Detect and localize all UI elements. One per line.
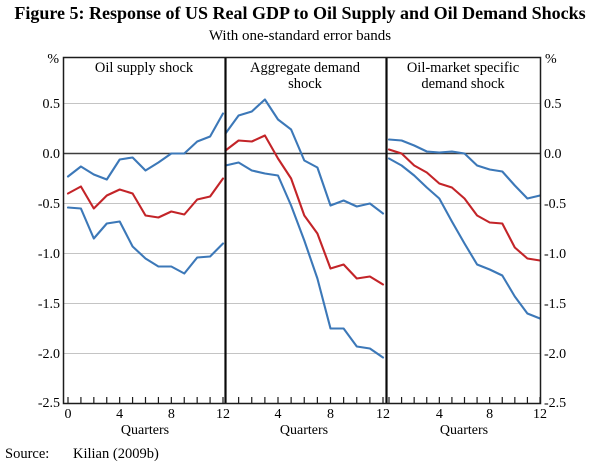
source-label: Source: <box>5 446 49 462</box>
series-irf-line <box>387 148 542 262</box>
series-error-band-line <box>224 161 385 359</box>
series-irf-line <box>224 134 385 286</box>
x-tick-label: 12 <box>533 407 547 422</box>
series-error-band-line <box>66 206 225 275</box>
x-tick-label: 12 <box>216 407 230 422</box>
y-tick-label: 0.5 <box>43 97 61 112</box>
panel-title-oil-specific-line1: Oil-market specific <box>407 60 519 76</box>
y-tick-label: -1.0 <box>38 247 60 262</box>
x-tick-label: 12 <box>376 407 390 422</box>
figure-title: Figure 5: Response of US Real GDP to Oil… <box>14 3 585 23</box>
y-tick-label: -2.0 <box>38 347 60 362</box>
x-tick-label: 4 <box>436 407 443 422</box>
x-tick-label: 8 <box>168 407 175 422</box>
plot-layer: 0 4 8 12 4 8 12 4 8 12 <box>62 56 547 422</box>
y-tick-label: -2.5 <box>544 396 566 411</box>
x-tick-label: 0 <box>65 407 72 422</box>
y-tick-label: -1.5 <box>38 297 60 312</box>
x-axis-label-panel2: Quarters <box>280 423 328 438</box>
panel-title-oil-supply: Oil supply shock <box>95 60 194 76</box>
x-tick-label: 4 <box>275 407 282 422</box>
series-error-band-line <box>387 157 542 320</box>
x-tick-label: 8 <box>327 407 334 422</box>
plot-frame <box>62 56 542 405</box>
y-tick-label: 0.0 <box>544 147 562 162</box>
y-tick-label: -2.0 <box>544 347 566 362</box>
y-axis-unit-left: % <box>47 52 59 67</box>
source-value: Kilian (2009b) <box>73 446 159 462</box>
y-tick-label: 0.5 <box>544 97 562 112</box>
y-axis-unit-right: % <box>545 52 557 67</box>
x-tick-label: 4 <box>116 407 123 422</box>
y-tick-label: 0.0 <box>43 147 61 162</box>
x-tick-label: 8 <box>486 407 493 422</box>
figure-subtitle: With one-standard error bands <box>209 28 391 44</box>
panel-title-oil-specific-line2: demand shock <box>421 76 505 92</box>
series-irf-line <box>66 177 225 219</box>
series-error-band-line <box>224 98 385 215</box>
panel-title-aggregate-demand-line2: shock <box>288 76 323 92</box>
y-tick-label: -2.5 <box>38 396 60 411</box>
series-error-band-line <box>387 138 542 200</box>
y-tick-label: -0.5 <box>544 197 566 212</box>
y-tick-label: -1.5 <box>544 297 566 312</box>
y-tick-label: -1.0 <box>544 247 566 262</box>
x-axis-label-panel1: Quarters <box>121 423 169 438</box>
x-axis-label-panel3: Quarters <box>440 423 488 438</box>
panel-title-aggregate-demand-line1: Aggregate demand <box>250 60 361 76</box>
y-tick-label: -0.5 <box>38 197 60 212</box>
series-error-band-line <box>66 112 225 181</box>
